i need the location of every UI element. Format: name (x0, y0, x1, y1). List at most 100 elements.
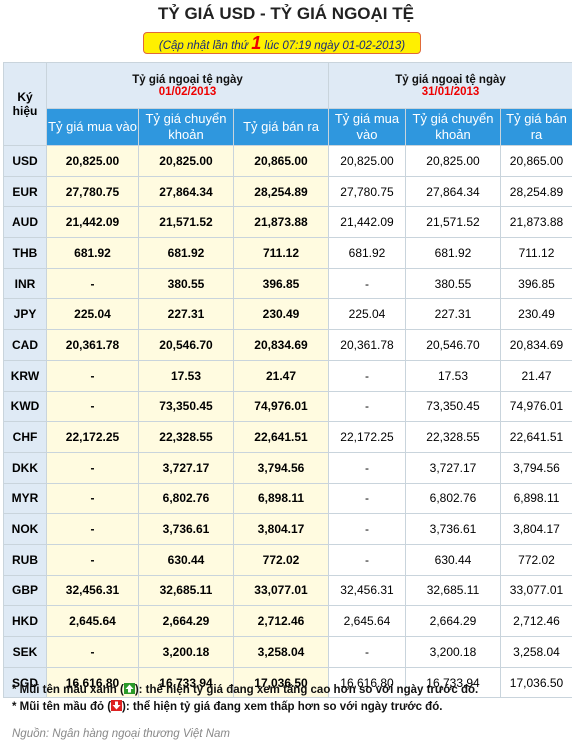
rate-cell: - (46, 636, 139, 668)
rate-cell: 74,976.01 (500, 390, 572, 423)
group-label: Tỷ giá ngoại tệ ngày (395, 73, 506, 86)
rate-cell: 3,804.17 (233, 513, 329, 545)
rate-cell: 225.04 (328, 298, 406, 331)
rate-cell: 22,328.55 (138, 421, 234, 453)
rate-cell: 22,172.25 (328, 421, 406, 453)
rate-cell: 28,254.89 (233, 175, 329, 208)
rate-cell: 27,780.75 (328, 175, 406, 208)
rate-cell: 73,350.45 (405, 390, 501, 423)
rate-cell: 20,825.00 (405, 145, 501, 177)
column-header: Tỷ giá mua vào (328, 108, 406, 146)
currency-code: DKK (3, 451, 47, 484)
notes: * Mũi tên mầu xanh (): thể hiện tỷ giá đ… (12, 682, 478, 716)
currency-code: AUD (3, 206, 47, 239)
rate-cell: 772.02 (233, 543, 329, 576)
currency-code: MYR (3, 482, 47, 515)
group-date: 31/01/2013 (421, 85, 480, 98)
rate-row: MYR -6,802.76 6,898.11-6,802.76 6,898.11 (3, 482, 572, 515)
update-count: 1 (251, 33, 262, 53)
rate-cell: 3,727.17 (138, 451, 234, 484)
rate-cell: 681.92 (328, 237, 406, 269)
code-header: Ký hiệu (3, 62, 47, 146)
rate-cell: 396.85 (500, 267, 572, 300)
rate-cell: - (46, 451, 139, 484)
rate-cell: 20,865.00 (233, 145, 329, 177)
rate-cell: 33,077.01 (500, 574, 572, 607)
rate-cell: 20,546.70 (138, 329, 234, 361)
rate-cell: 227.31 (138, 298, 234, 331)
rate-cell: 32,685.11 (405, 574, 501, 607)
currency-code: HKD (3, 605, 47, 637)
rate-cell: - (46, 267, 139, 300)
rate-cell: - (328, 359, 406, 392)
currency-code: EUR (3, 175, 47, 208)
rate-cell: 21,571.52 (405, 206, 501, 239)
column-header: Tỷ giá chuyển khoản (138, 108, 234, 146)
rate-cell: 20,361.78 (328, 329, 406, 361)
note-text: ): thể hiện tỷ giá đang xem thấp hơn so … (122, 701, 443, 713)
rate-cell: 3,736.61 (405, 513, 501, 545)
rate-row: SEK -3,200.18 3,258.04-3,200.18 3,258.04 (3, 636, 572, 668)
rate-cell: 3,258.04 (233, 636, 329, 668)
update-prefix: (Cập nhật lần thứ (158, 40, 252, 52)
rate-cell: 28,254.89 (500, 175, 572, 208)
rate-cell: 32,456.31 (46, 574, 139, 607)
rate-cell: - (46, 513, 139, 545)
rate-cell: 17.53 (405, 359, 501, 392)
rate-cell: 3,258.04 (500, 636, 572, 668)
rate-cell: 20,825.00 (138, 145, 234, 177)
rate-row: INR -380.55 396.85-380.55 396.85 (3, 267, 572, 300)
rate-cell: - (328, 636, 406, 668)
rate-cell: 230.49 (233, 298, 329, 331)
currency-code: CHF (3, 421, 47, 453)
rate-cell: - (46, 359, 139, 392)
rate-cell: 20,546.70 (405, 329, 501, 361)
currency-code: RUB (3, 543, 47, 576)
rate-row: KRW -17.53 21.47-17.53 21.47 (3, 359, 572, 392)
rate-cell: 2,712.46 (500, 605, 572, 637)
currency-code: SGD (3, 666, 47, 699)
rate-cell: 21,571.52 (138, 206, 234, 239)
rate-cell: - (328, 451, 406, 484)
currency-code: GBP (3, 574, 47, 607)
rate-cell: - (328, 390, 406, 423)
rate-cell: 630.44 (405, 543, 501, 576)
rate-cell: 20,361.78 (46, 329, 139, 361)
currency-code: KWD (3, 390, 47, 423)
rate-row: HKD 2,645.64 2,664.29 2,712.46 2,645.64 2,664… (3, 605, 572, 637)
column-header: Tỷ giá chuyển khoản (405, 108, 501, 146)
source: Nguồn: Ngân hàng ngoại thương Việt Nam (12, 728, 230, 740)
rate-cell: 2,664.29 (138, 605, 234, 637)
rate-cell: - (328, 543, 406, 576)
rate-row: CAD 20,361.78 20,546.70 20,834.69 20,361.78 2… (3, 329, 572, 361)
rate-cell: 20,825.00 (328, 145, 406, 177)
rate-cell: 16,733.94 (405, 666, 501, 699)
rate-cell: 17.53 (138, 359, 234, 392)
rate-cell: 20,865.00 (500, 145, 572, 177)
red-arrow (111, 700, 123, 711)
rate-cell: 681.92 (138, 237, 234, 269)
rate-row: GBP 32,456.31 32,685.11 33,077.01 32,456.31 3… (3, 574, 572, 607)
rate-cell: - (46, 543, 139, 576)
rate-cell: 711.12 (233, 237, 329, 269)
rate-cell: 33,077.01 (233, 574, 329, 607)
note: * Mũi tên mầu xanh (): thể hiện tỷ giá đ… (12, 682, 478, 699)
rate-cell: 74,976.01 (233, 390, 329, 423)
currency-code: KRW (3, 359, 47, 392)
rate-cell: - (328, 267, 406, 300)
rate-cell: 630.44 (138, 543, 234, 576)
rate-cell: 225.04 (46, 298, 139, 331)
rate-cell: - (46, 482, 139, 515)
currency-code: INR (3, 267, 47, 300)
rate-cell: 6,802.76 (405, 482, 501, 515)
rate-cell: 20,834.69 (500, 329, 572, 361)
column-header: Tỷ giá bán ra (233, 108, 329, 146)
rate-cell: 227.31 (405, 298, 501, 331)
rate-row: NOK -3,736.61 3,804.17-3,736.61 3,804.17 (3, 513, 572, 545)
rate-row: THB 681.92 681.92 711.12 681.92 681.92 711.12 (3, 237, 572, 269)
rate-row: RUB -630.44 772.02-630.44 772.02 (3, 543, 572, 576)
rate-cell: 681.92 (46, 237, 139, 269)
currency-code: USD (3, 145, 47, 177)
rate-cell: 711.12 (500, 237, 572, 269)
